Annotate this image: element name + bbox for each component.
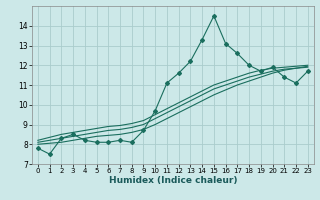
X-axis label: Humidex (Indice chaleur): Humidex (Indice chaleur) (108, 176, 237, 185)
